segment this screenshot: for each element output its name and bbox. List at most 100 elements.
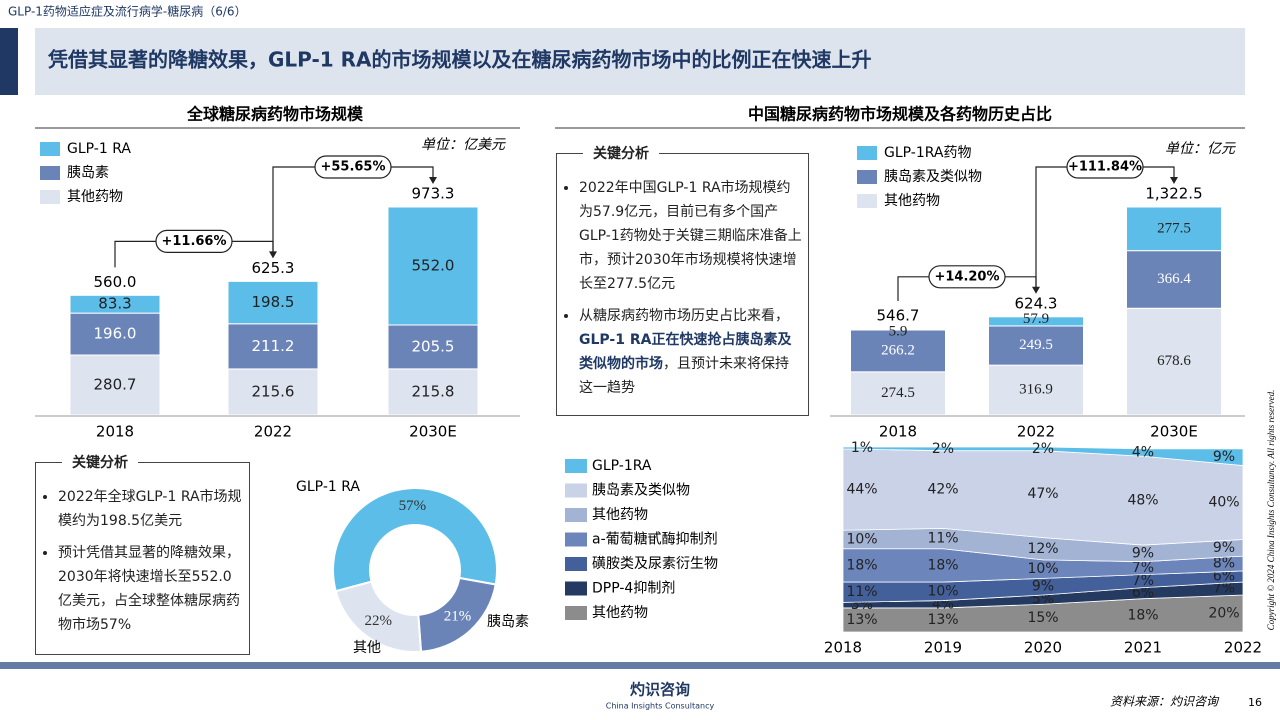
legend-swatch (857, 194, 877, 208)
value-label: 9% (1032, 579, 1054, 595)
value-label: 678.6 (1157, 353, 1191, 369)
arrow-head (429, 177, 437, 184)
slice-label: 57% (399, 498, 427, 514)
value-label: 6% (1132, 585, 1154, 601)
value-label: 6% (1213, 569, 1235, 585)
chart-title: 中国糖尿病药物市场规模及各药物历史占比 (748, 105, 1052, 124)
value-label: 12% (1027, 541, 1058, 557)
value-label: 2% (1032, 441, 1054, 457)
slice-name: 胰岛素 (487, 614, 529, 630)
bullet: 预计凭借其显著的降糖效果，2030年将快速增长至552.0亿美元，占全球整体糖尿… (58, 541, 243, 637)
value-label: 11% (846, 584, 877, 600)
chart-title: 全球糖尿病药物市场规模 (186, 105, 364, 124)
x-tick-label: 2021 (1124, 639, 1162, 657)
total-label: 546.7 (877, 307, 920, 325)
legend-swatch (565, 459, 587, 473)
value-label: 5.9 (889, 323, 908, 339)
legend-swatch (565, 532, 587, 547)
logo: 灼识咨询 (630, 681, 690, 699)
value-label: 211.2 (252, 337, 295, 355)
growth-bubble (155, 229, 233, 253)
value-label: 42% (927, 482, 958, 498)
bullet-text: 从糖尿病药物市场历史占比来看， (579, 308, 789, 324)
bar-segment (1126, 250, 1222, 309)
value-label: 11% (927, 531, 958, 547)
value-label: 277.5 (1157, 220, 1191, 236)
growth-label: +11.66% (161, 234, 226, 249)
bar-segment (1126, 206, 1222, 252)
unit: 单位：亿元 (1165, 141, 1236, 157)
analysis-heading: 关键分析 (583, 142, 659, 166)
bar-segment (1126, 307, 1222, 416)
legend-swatch (40, 142, 60, 156)
value-label: 280.7 (94, 376, 137, 394)
value-label: 7% (1132, 560, 1154, 576)
bullet: 从糖尿病药物市场历史占比来看， GLP-1 RA正在快速抢占胰岛素及类似物的市场，… (579, 304, 802, 400)
x-tick-label: 2020 (1024, 639, 1062, 657)
bar-segment (227, 368, 319, 416)
growth-label: +14.20% (934, 269, 999, 284)
bullet: 2022年中国GLP-1 RA市场规模约为57.9亿元，目前已有多个国产GLP-… (579, 176, 802, 296)
legend-swatch (565, 581, 587, 596)
bar-segment (227, 280, 319, 325)
donut-slice (334, 580, 423, 653)
value-label: 1% (851, 440, 873, 456)
bar-segment (387, 324, 479, 370)
title-band (35, 28, 1245, 95)
x-tick-label: 2018 (879, 423, 917, 441)
total-label: 560.0 (94, 273, 137, 291)
value-label: 9% (1132, 545, 1154, 561)
legend-label: 其他药物 (884, 193, 940, 209)
growth-label: +55.65% (320, 160, 385, 175)
area-band (842, 446, 1244, 466)
value-label: 266.2 (881, 342, 915, 358)
value-label: 18% (846, 557, 877, 573)
bar-segment (387, 206, 479, 326)
value-label: 4% (1132, 445, 1154, 461)
value-label: 13% (927, 612, 958, 628)
growth-bubble (314, 155, 392, 179)
x-tick-label: 2022 (254, 423, 292, 441)
value-label: 366.4 (1157, 271, 1191, 287)
section: GLP-1药物适应症及流行病学-糖尿病（6/6） (8, 4, 247, 19)
growth-label: +111.84% (1068, 160, 1142, 175)
legend-label: a-葡萄糖甙酶抑制剂 (592, 532, 718, 548)
legend-swatch (857, 170, 877, 184)
total-label: 1,322.5 (1145, 185, 1202, 203)
bar-segment (988, 325, 1084, 366)
value-label: 13% (846, 612, 877, 628)
bullet-bold: GLP-1 RA正在快速抢占胰岛素及类似物的市场 (579, 332, 792, 372)
value-label: 40% (1208, 495, 1239, 511)
legend-swatch (565, 508, 587, 522)
x-tick-label: 2022 (1017, 423, 1055, 441)
value-label: 10% (1027, 561, 1058, 577)
total-label: 625.3 (252, 259, 295, 277)
slice-label: 21% (444, 609, 472, 625)
value-label: 7% (1213, 581, 1235, 597)
legend-label: 其他药物 (67, 189, 123, 205)
analysis-box: 关键分析 2022年中国GLP-1 RA市场规模约为57.9亿元，目前已有多个国… (556, 142, 809, 416)
value-label: 10% (927, 583, 958, 599)
x-tick-label: 2030E (409, 423, 457, 441)
legend-swatch (565, 557, 587, 571)
x-tick-label: 2019 (924, 639, 962, 657)
value-label: 20% (1208, 606, 1239, 622)
value-label: 57.9 (1023, 311, 1049, 327)
legend-label: 其他药物 (592, 605, 648, 621)
bar-segment (850, 328, 946, 331)
slide-title: 凭借其显著的降糖效果，GLP-1 RA的市场规模以及在糖尿病药物市场中的比例正在… (47, 48, 872, 72)
x-tick-label: 2018 (824, 639, 862, 657)
value-label: 15% (1027, 610, 1058, 626)
arrow-head (1032, 286, 1040, 294)
legend-label: GLP-1RA (592, 458, 652, 474)
bullet: 2022年全球GLP-1 RA市场规模约为198.5亿美元 (58, 485, 243, 533)
value-label: 316.9 (1019, 382, 1053, 398)
value-label: 18% (927, 557, 958, 573)
legend-label: 胰岛素 (67, 165, 109, 181)
legend-swatch (40, 166, 60, 180)
bar-segment (850, 371, 946, 416)
value-label: 47% (1027, 486, 1058, 502)
bar-segment (988, 364, 1084, 416)
